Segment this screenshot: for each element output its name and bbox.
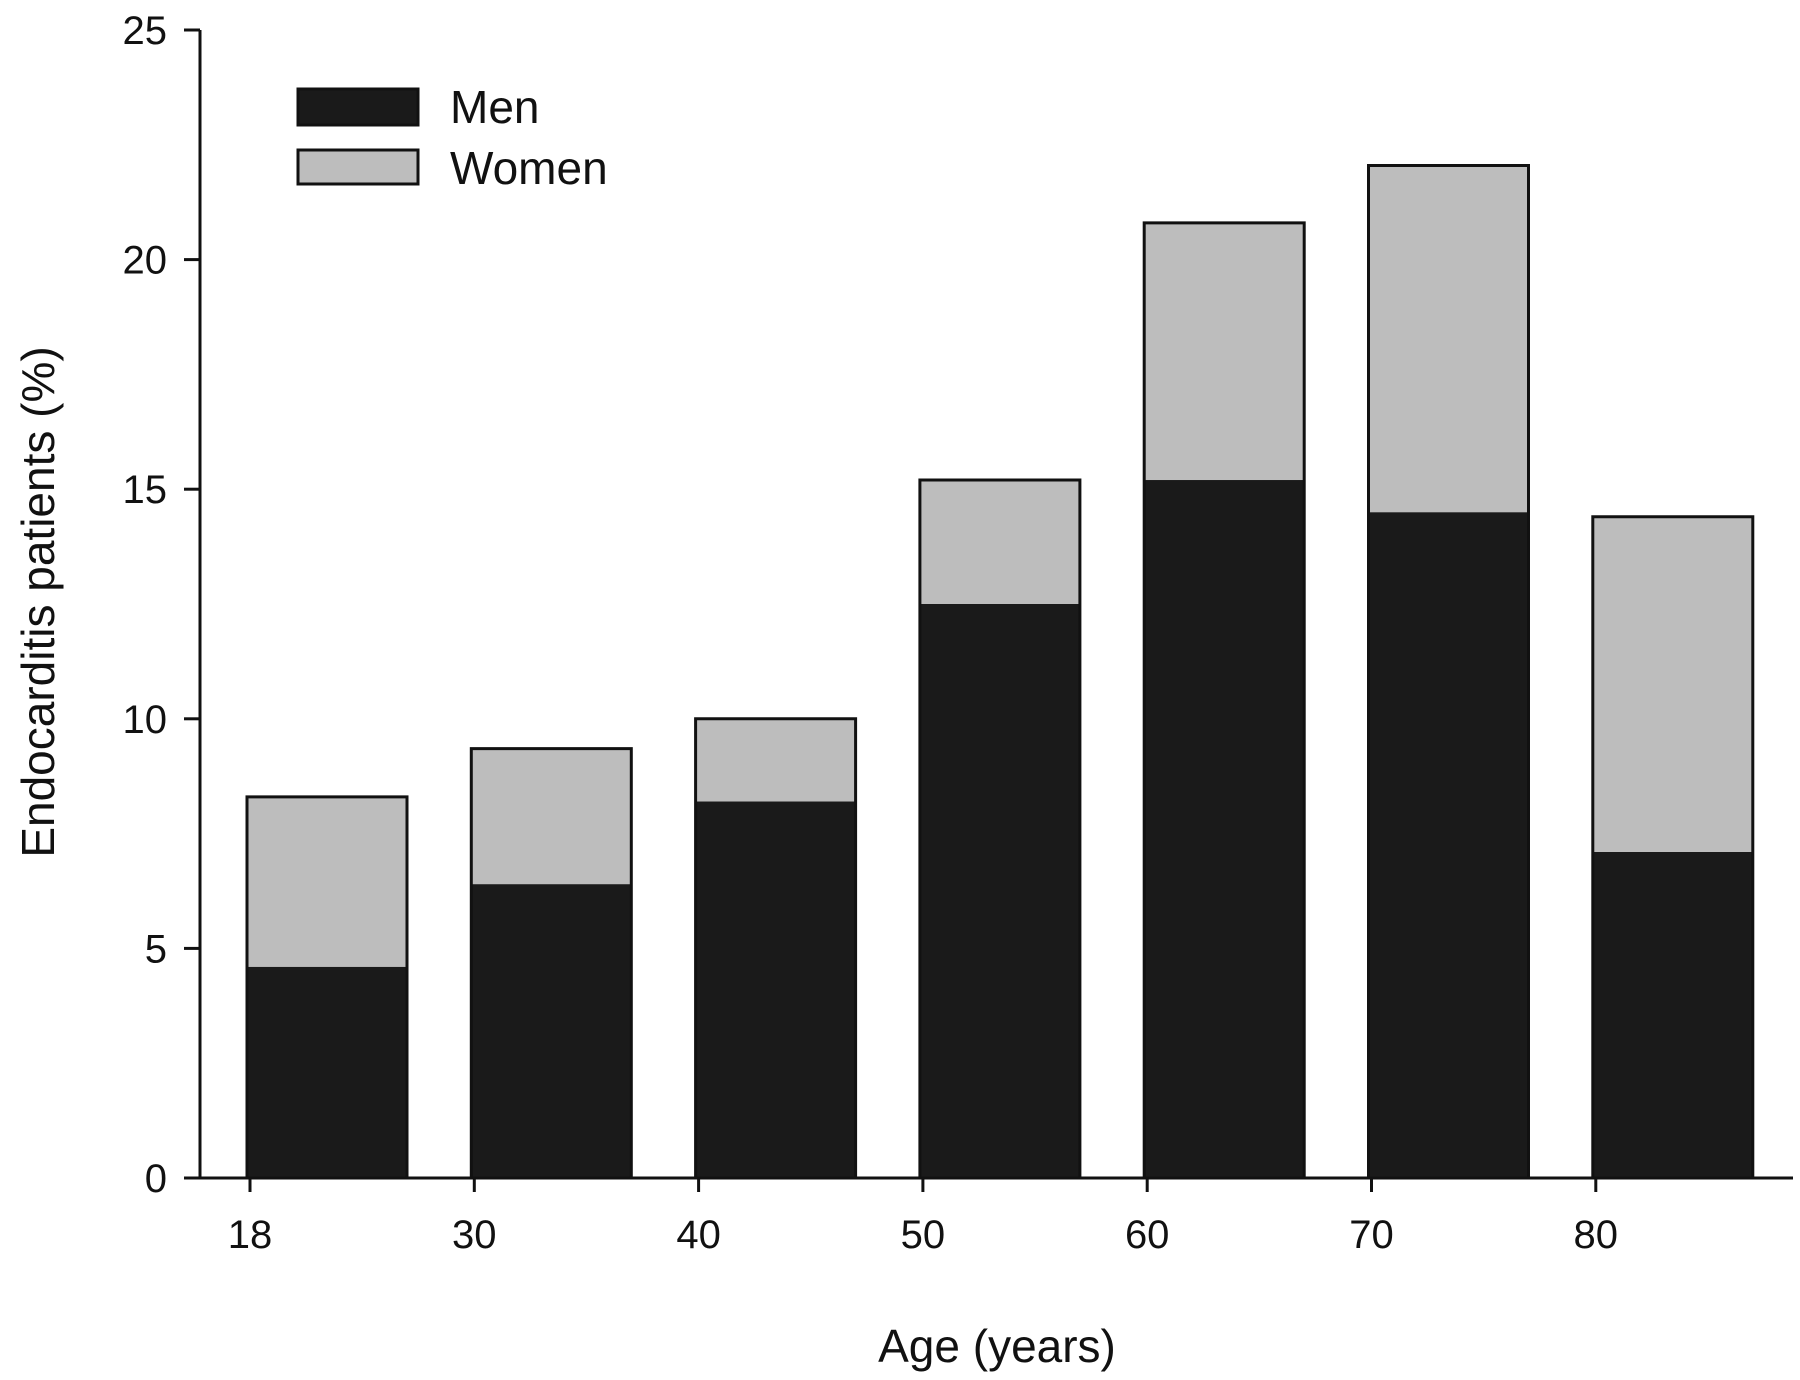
ticks-group: 18 30 40 50 60 70 80 0 5 10 15 20 25 xyxy=(123,9,1619,1257)
x-axis-title: Age (years) xyxy=(878,1320,1116,1372)
x-tick-label-18: 18 xyxy=(228,1213,273,1257)
x-tick-label-40: 40 xyxy=(676,1213,721,1257)
bar-men-18 xyxy=(247,966,407,1178)
bar-men-70 xyxy=(1368,512,1529,1178)
x-tick-label-70: 70 xyxy=(1349,1213,1394,1257)
bar-men-50 xyxy=(919,604,1080,1178)
bar-men-80 xyxy=(1592,851,1753,1178)
bar-outline-50 xyxy=(918,478,1082,1178)
bar-women-18 xyxy=(247,796,407,967)
legend-swatch-men xyxy=(296,87,420,127)
x-tick-label-80: 80 xyxy=(1574,1213,1619,1257)
bar-men-30 xyxy=(471,884,632,1178)
y-tick-label-5: 5 xyxy=(145,927,167,971)
bar-women-40 xyxy=(695,718,856,802)
bars-group xyxy=(245,163,1755,1178)
y-axis-title: Endocarditis patients (%) xyxy=(12,346,64,857)
bar-women-80 xyxy=(1592,516,1753,852)
bar-women-70 xyxy=(1368,165,1529,513)
bar-outline-70 xyxy=(1367,163,1530,1178)
bar-outline-18 xyxy=(245,795,409,1178)
y-tick-label-10: 10 xyxy=(123,698,168,742)
bar-outline-60 xyxy=(1142,221,1306,1178)
legend-label-women: Women xyxy=(450,142,608,194)
bar-outline-30 xyxy=(469,747,633,1178)
bar-women-50 xyxy=(919,480,1080,604)
bar-women-60 xyxy=(1144,222,1305,481)
legend-label-men: Men xyxy=(450,81,539,133)
x-tick-label-60: 60 xyxy=(1125,1213,1170,1257)
bar-women-30 xyxy=(471,748,632,885)
y-tick-label-25: 25 xyxy=(123,9,168,53)
y-tick-label-0: 0 xyxy=(145,1157,167,1201)
bar-outline-40 xyxy=(694,717,858,1178)
x-tick-label-30: 30 xyxy=(452,1213,497,1257)
axes-group xyxy=(198,30,1793,1180)
legend-swatch-women xyxy=(296,148,420,186)
bar-outline-80 xyxy=(1591,515,1755,1178)
y-tick-label-15: 15 xyxy=(123,468,168,512)
y-tick-label-20: 20 xyxy=(123,239,168,283)
x-tick-label-50: 50 xyxy=(901,1213,946,1257)
bar-men-60 xyxy=(1144,480,1305,1178)
legend: Men Women xyxy=(296,81,608,194)
bar-men-40 xyxy=(695,801,856,1178)
